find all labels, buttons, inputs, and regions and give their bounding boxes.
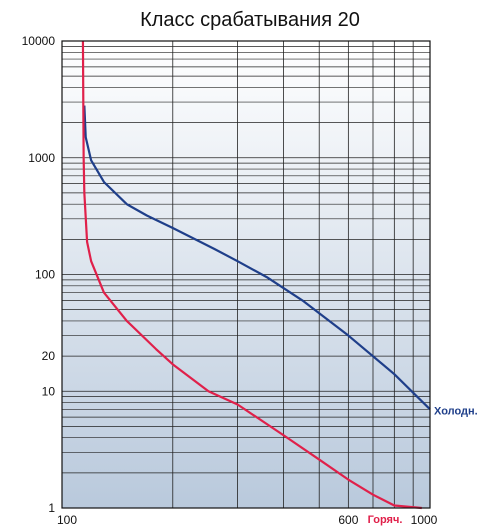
y-tick-label: 10 xyxy=(42,384,56,398)
x-tick-label: 100 xyxy=(57,513,77,527)
y-tick-label: 1 xyxy=(48,501,55,515)
series-label-cold: Холодн. xyxy=(434,405,478,417)
y-tick-label: 10000 xyxy=(22,34,56,48)
y-tick-label: 20 xyxy=(42,349,56,363)
x-tick-label: 600 xyxy=(338,513,358,527)
y-tick-label: 100 xyxy=(35,268,55,282)
plot-frame xyxy=(61,40,431,509)
series-labels: Холодн. Горяч. xyxy=(368,405,478,526)
series-line xyxy=(81,40,422,510)
y-tick-label: 1000 xyxy=(28,151,55,165)
chart-title: Класс срабатывания 20 xyxy=(140,9,360,31)
series-line xyxy=(83,105,431,411)
grid xyxy=(62,41,430,508)
series-label-hot: Горяч. xyxy=(368,514,403,526)
x-tick-label: 1000 xyxy=(411,513,438,527)
series-layer xyxy=(81,40,431,510)
